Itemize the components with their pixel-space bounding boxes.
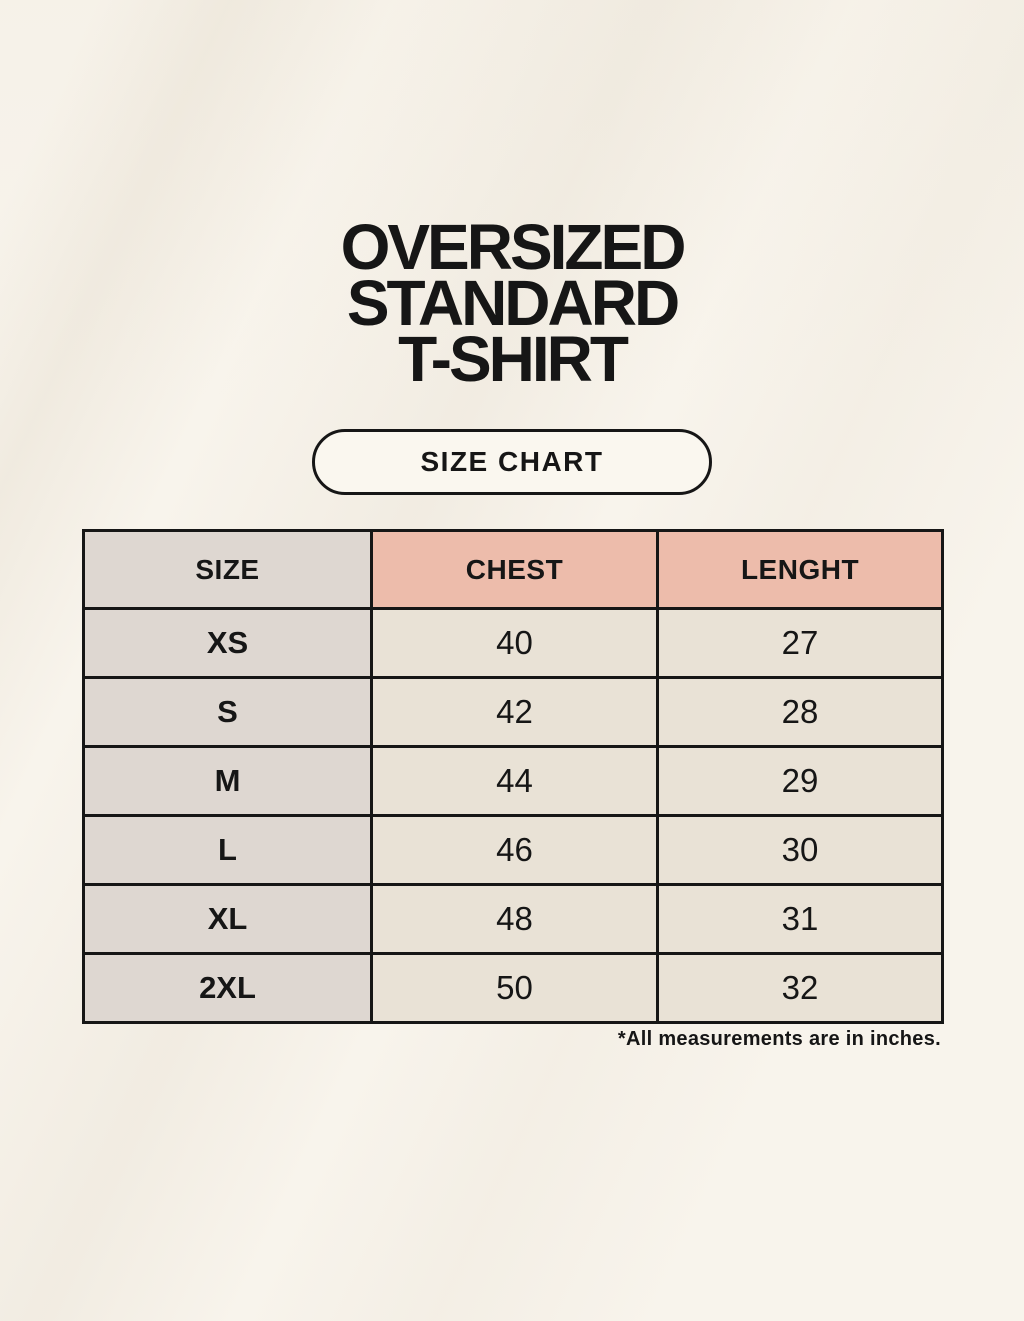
size-label: M xyxy=(82,745,373,817)
size-chart-button-label: SIZE CHART xyxy=(420,446,604,477)
length-value: 29 xyxy=(656,745,944,817)
size-label: 2XL xyxy=(82,952,373,1024)
size-label: L xyxy=(82,814,373,886)
length-value: 32 xyxy=(656,952,944,1024)
column-header-size: SIZE xyxy=(82,529,373,610)
measurements-note: *All measurements are in inches. xyxy=(617,1028,941,1050)
table-header-row: SIZE CHEST LENGHT xyxy=(82,529,944,610)
column-header-chest: CHEST xyxy=(370,529,659,610)
table-row-2xl: 2XL 50 32 xyxy=(82,952,944,1024)
size-label: S xyxy=(82,676,373,748)
size-label: XL xyxy=(82,883,373,955)
chest-value: 48 xyxy=(370,883,659,955)
chest-value: 42 xyxy=(370,676,659,748)
length-value: 31 xyxy=(656,883,944,955)
size-label: XS xyxy=(82,607,373,679)
title-line-3: T-SHIRT xyxy=(398,323,629,395)
size-chart-button[interactable]: SIZE CHART xyxy=(312,429,712,495)
table-row-xs: XS 40 27 xyxy=(82,607,944,679)
length-value: 30 xyxy=(656,814,944,886)
table-row-l: L 46 30 xyxy=(82,814,944,886)
column-header-lenght: LENGHT xyxy=(656,529,944,610)
length-value: 27 xyxy=(656,607,944,679)
chest-value: 44 xyxy=(370,745,659,817)
length-value: 28 xyxy=(656,676,944,748)
chest-value: 46 xyxy=(370,814,659,886)
chest-value: 50 xyxy=(370,952,659,1024)
page-title: OVERSIZED STANDARD T-SHIRT xyxy=(0,211,1024,395)
title-line-2: STANDARD xyxy=(346,267,680,339)
table-row-s: S 42 28 xyxy=(82,676,944,748)
table-row-xl: XL 48 31 xyxy=(82,883,944,955)
title-line-1: OVERSIZED xyxy=(340,211,687,283)
table-row-m: M 44 29 xyxy=(82,745,944,817)
size-table: SIZE CHEST LENGHT XS 40 27 S 42 28 M 44 … xyxy=(82,529,944,1024)
chest-value: 40 xyxy=(370,607,659,679)
